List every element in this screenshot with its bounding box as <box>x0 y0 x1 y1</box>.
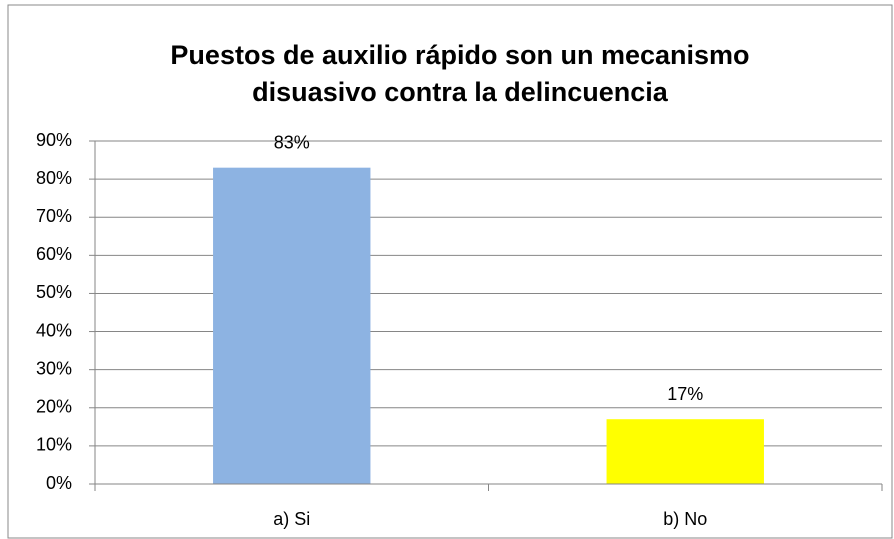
bar <box>213 167 371 484</box>
x-tick-label: a) Si <box>273 509 310 529</box>
y-tick-label: 70% <box>36 206 72 226</box>
bar <box>606 419 764 484</box>
chart-title: disuasivo contra la delincuencia <box>252 77 669 107</box>
y-tick-label: 50% <box>36 282 72 302</box>
y-tick-label: 90% <box>36 130 72 150</box>
data-label: 83% <box>274 132 310 152</box>
y-tick-label: 30% <box>36 358 72 378</box>
y-tick-label: 80% <box>36 168 72 188</box>
x-tick-label: b) No <box>663 509 707 529</box>
y-tick-label: 20% <box>36 397 72 417</box>
data-label: 17% <box>667 384 703 404</box>
chart-title: Puestos de auxilio rápido son un mecanis… <box>170 40 749 70</box>
y-tick-label: 60% <box>36 244 72 264</box>
y-tick-label: 0% <box>46 473 72 493</box>
y-tick-label: 10% <box>36 435 72 455</box>
y-tick-label: 40% <box>36 320 72 340</box>
